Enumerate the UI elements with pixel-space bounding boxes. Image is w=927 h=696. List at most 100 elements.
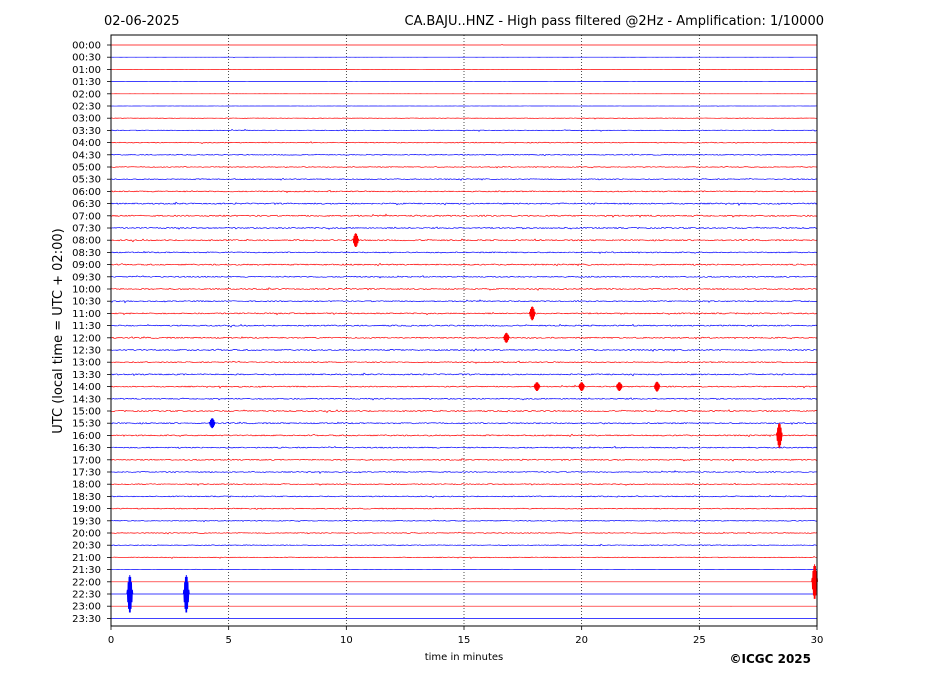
trace-0330 xyxy=(110,128,818,132)
x-tick-label-20: 20 xyxy=(575,635,588,646)
row-label-0100: 01:00 xyxy=(72,65,101,76)
row-label-0830: 08:30 xyxy=(72,248,101,259)
row-label-1400: 14:00 xyxy=(72,382,101,393)
x-tick-label-25: 25 xyxy=(693,635,706,646)
chart-title: CA.BAJU..HNZ - High pass filtered @2Hz -… xyxy=(405,14,825,29)
row-label-1300: 13:00 xyxy=(72,358,101,369)
event-1400-5 xyxy=(615,382,623,392)
row-label-1730: 17:30 xyxy=(72,468,101,479)
x-tick-label-15: 15 xyxy=(458,635,471,646)
row-label-2130: 21:30 xyxy=(72,565,101,576)
row-label-1900: 19:00 xyxy=(72,504,101,515)
row-label-2100: 21:00 xyxy=(72,553,101,564)
row-label-1830: 18:30 xyxy=(72,492,101,503)
trace-1200 xyxy=(110,336,818,340)
x-tick-label-10: 10 xyxy=(340,635,353,646)
trace-1030 xyxy=(110,299,818,304)
row-label-1100: 11:00 xyxy=(72,309,101,320)
row-label-0930: 09:30 xyxy=(72,272,101,283)
row-label-1130: 11:30 xyxy=(72,321,101,332)
row-label-1930: 19:30 xyxy=(72,516,101,527)
trace-2100 xyxy=(110,556,818,560)
trace-0500 xyxy=(110,165,818,169)
x-axis-label: time in minutes xyxy=(425,652,504,663)
trace-0830 xyxy=(110,250,818,255)
event-1600-8 xyxy=(775,422,783,448)
trace-1430 xyxy=(110,397,818,401)
event-1530-7 xyxy=(208,418,216,429)
trace-1600 xyxy=(110,433,818,438)
row-label-0200: 02:00 xyxy=(72,89,101,100)
trace-0600 xyxy=(110,189,818,194)
date-label: 02-06-2025 xyxy=(104,14,180,29)
row-label-0000: 00:00 xyxy=(72,41,101,52)
x-tick-label-0: 0 xyxy=(108,635,114,646)
trace-1000 xyxy=(110,287,818,291)
trace-1500 xyxy=(110,409,818,414)
trace-0300 xyxy=(110,117,818,120)
trace-1530 xyxy=(110,421,818,425)
row-label-2230: 22:30 xyxy=(72,590,101,601)
row-label-2330: 23:30 xyxy=(72,614,101,625)
trace-1800 xyxy=(110,482,818,486)
row-label-0030: 00:30 xyxy=(72,53,101,64)
trace-1400 xyxy=(110,384,818,389)
trace-0700 xyxy=(110,213,818,218)
event-2230-11 xyxy=(182,574,190,613)
event-1400-3 xyxy=(533,382,541,392)
trace-1730 xyxy=(110,470,818,475)
row-label-1800: 18:00 xyxy=(72,480,101,491)
row-label-0600: 06:00 xyxy=(72,187,101,198)
row-label-0330: 03:30 xyxy=(72,126,101,137)
row-label-0400: 04:00 xyxy=(72,138,101,149)
row-label-0430: 04:30 xyxy=(72,150,101,161)
row-label-1500: 15:00 xyxy=(72,407,101,418)
trace-0000 xyxy=(111,44,817,46)
event-0800-0 xyxy=(352,233,360,248)
event-1200-2 xyxy=(502,332,510,343)
row-label-0230: 02:30 xyxy=(72,102,101,113)
row-label-0530: 05:30 xyxy=(72,175,101,186)
copyright-label: ©ICGC 2025 xyxy=(729,652,811,666)
row-label-1200: 12:00 xyxy=(72,333,101,344)
trace-2130 xyxy=(110,568,817,571)
row-label-1030: 10:30 xyxy=(72,297,101,308)
row-label-1600: 16:00 xyxy=(72,431,101,442)
row-label-2200: 22:00 xyxy=(72,577,101,588)
row-label-1700: 17:00 xyxy=(72,455,101,466)
trace-1130 xyxy=(110,323,818,328)
row-label-0500: 05:00 xyxy=(72,163,101,174)
event-2230-10 xyxy=(126,574,134,613)
trace-0530 xyxy=(110,177,818,181)
trace-1930 xyxy=(110,519,818,523)
event-1400-6 xyxy=(653,381,661,392)
row-label-2000: 20:00 xyxy=(72,529,101,540)
trace-0930 xyxy=(110,275,818,279)
trace-1230 xyxy=(110,348,818,352)
row-label-0630: 06:30 xyxy=(72,199,101,210)
row-label-2300: 23:00 xyxy=(72,602,101,613)
trace-0400 xyxy=(110,141,818,145)
vertical-gridlines xyxy=(228,35,700,626)
row-label-0900: 09:00 xyxy=(72,260,101,271)
event-1100-1 xyxy=(528,306,536,321)
row-label-0300: 03:00 xyxy=(72,114,101,125)
row-label-1530: 15:30 xyxy=(72,419,101,430)
trace-0900 xyxy=(110,262,818,267)
x-tick-label-30: 30 xyxy=(811,635,824,646)
row-label-2030: 20:30 xyxy=(72,541,101,552)
trace-0730 xyxy=(110,226,818,230)
row-label-0730: 07:30 xyxy=(72,224,101,235)
row-label-1230: 12:30 xyxy=(72,346,101,357)
trace-1100 xyxy=(110,311,818,316)
y-axis-label: UTC (local time = UTC + 02:00) xyxy=(51,228,66,433)
row-label-1430: 14:30 xyxy=(72,394,101,405)
row-label-0130: 01:30 xyxy=(72,77,101,88)
trace-1700 xyxy=(110,458,818,462)
row-label-1330: 13:30 xyxy=(72,370,101,381)
trace-1300 xyxy=(110,360,818,364)
trace-1900 xyxy=(110,507,818,510)
